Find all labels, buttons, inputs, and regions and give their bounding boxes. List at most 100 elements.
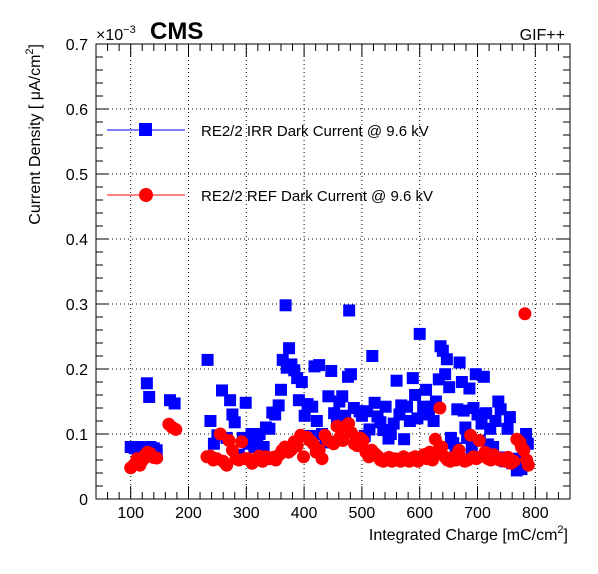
ref-point xyxy=(222,434,236,447)
y-tick-label: 0 xyxy=(79,492,88,509)
irr-point xyxy=(328,407,341,420)
ref-point xyxy=(433,401,447,415)
irr-point xyxy=(283,342,296,355)
irr-point xyxy=(363,423,376,436)
irr-point xyxy=(368,396,381,409)
experiment-label: CMS xyxy=(150,18,203,45)
irr-point xyxy=(398,433,411,446)
irr-point xyxy=(336,390,349,403)
ref-point xyxy=(435,440,449,454)
irr-point xyxy=(387,417,400,430)
x-axis-title-close: ] xyxy=(564,527,568,544)
x-tick-labels: 100 200 300 400 500 600 700 800 xyxy=(117,505,548,522)
irr-point xyxy=(224,394,237,407)
x-tick-label: 800 xyxy=(522,505,549,522)
facility-label: GIF++ xyxy=(520,27,565,44)
y-tick-label: 0.1 xyxy=(66,427,88,444)
irr-point xyxy=(440,353,453,366)
irr-point xyxy=(366,350,379,362)
irr-point xyxy=(313,359,326,372)
irr-point xyxy=(420,383,433,396)
x-tick-label: 200 xyxy=(175,505,202,522)
y-tick-label: 0.2 xyxy=(66,362,88,379)
legend-irr-marker xyxy=(139,123,152,136)
irr-point xyxy=(216,384,229,397)
legend-irr-label: RE2/2 IRR Dark Current @ 9.6 kV xyxy=(201,123,429,140)
irr-point xyxy=(411,412,424,425)
ref-point xyxy=(472,434,486,447)
ref-point xyxy=(297,450,311,464)
plot-frame xyxy=(95,43,571,500)
irr-point xyxy=(406,372,419,385)
irr-point xyxy=(413,327,426,340)
irr-point xyxy=(325,364,338,377)
y-multiplier-base: ×10 xyxy=(96,27,123,44)
irr-point xyxy=(263,422,276,435)
y-axis-title: Current Density [ μA/cm2] xyxy=(24,44,44,225)
x-tick-label: 100 xyxy=(117,505,144,522)
y-tick-label: 0.4 xyxy=(66,232,88,249)
irr-point xyxy=(503,411,516,424)
ref-point xyxy=(425,453,439,467)
irr-point xyxy=(384,428,397,440)
irr-point xyxy=(344,368,357,381)
y-axis-title-sup: 2 xyxy=(24,48,36,54)
irr-point xyxy=(494,403,507,416)
irr-point xyxy=(228,416,241,429)
x-tick-label: 500 xyxy=(349,505,376,522)
irr-point xyxy=(272,399,285,412)
irr-point xyxy=(443,381,456,394)
y-multiplier: ×10−3 xyxy=(96,24,136,44)
irr-point xyxy=(279,299,292,312)
irr-point xyxy=(390,374,403,387)
ref-point xyxy=(521,458,535,472)
irr-point xyxy=(269,408,282,421)
y-tick-label: 0.6 xyxy=(66,102,88,119)
irr-point xyxy=(379,400,392,413)
axis-ticks xyxy=(96,43,570,500)
legend-ref-marker xyxy=(139,188,153,202)
x-axis-title-sup: 2 xyxy=(557,524,563,536)
irr-point xyxy=(239,396,252,409)
ref-point xyxy=(220,458,234,472)
irr-point xyxy=(427,415,440,427)
irr-point xyxy=(310,415,323,427)
ref-point xyxy=(507,454,521,468)
irr-point xyxy=(463,382,476,395)
ref-point xyxy=(356,434,370,447)
ref-point xyxy=(169,422,183,436)
x-tick-label: 300 xyxy=(233,505,260,522)
irr-point xyxy=(343,304,356,317)
irr-point xyxy=(477,370,490,383)
ref-point xyxy=(150,451,164,465)
legend: RE2/2 IRR Dark Current @ 9.6 kV RE2/2 RE… xyxy=(107,123,433,205)
irr-point xyxy=(439,368,452,381)
irr-point xyxy=(295,376,308,388)
y-tick-label: 0.5 xyxy=(66,167,88,184)
irr-point xyxy=(201,353,214,366)
y-tick-label: 0.7 xyxy=(66,37,88,54)
x-tick-label: 700 xyxy=(464,505,491,522)
legend-ref-label: RE2/2 REF Dark Current @ 9.6 kV xyxy=(201,188,433,205)
irr-point xyxy=(457,404,470,417)
irr-point xyxy=(298,409,311,422)
data-markers xyxy=(124,299,535,477)
irr-point xyxy=(409,389,422,401)
irr-point xyxy=(489,415,502,427)
irr-point xyxy=(453,356,466,369)
irr-point xyxy=(480,407,493,420)
irr-point xyxy=(143,390,156,403)
irr-point xyxy=(204,415,217,427)
ref-point xyxy=(235,435,249,449)
ref-point xyxy=(315,452,329,466)
x-tick-label: 400 xyxy=(291,505,318,522)
irr-point xyxy=(501,422,514,435)
ref-point xyxy=(517,443,531,457)
y-axis-title-close: ] xyxy=(27,44,44,48)
irr-point xyxy=(274,383,287,396)
ref-point xyxy=(518,307,532,321)
ref-point xyxy=(336,434,350,447)
irr-point xyxy=(322,390,335,403)
irr-point xyxy=(140,377,153,390)
